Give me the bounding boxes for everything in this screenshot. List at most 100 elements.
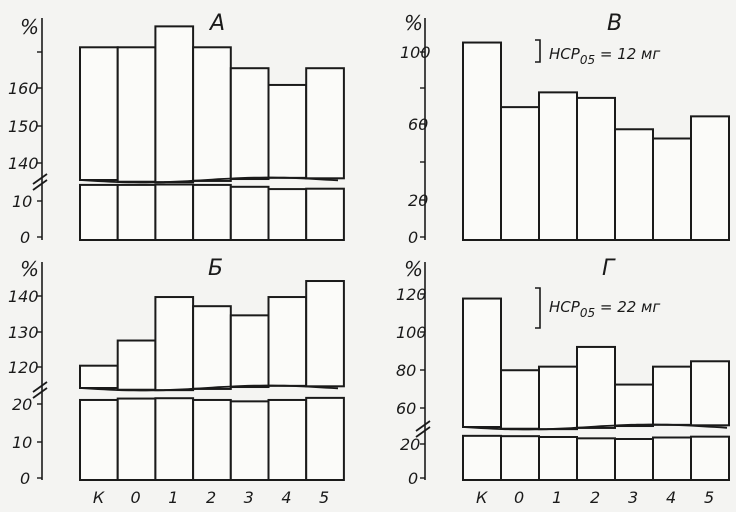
- lsd-annotation: НСР05 = 22 мг: [549, 298, 660, 320]
- bar-lower-segment: [500, 435, 540, 481]
- bar-upper-segment: [652, 365, 692, 426]
- bar: [614, 128, 654, 241]
- lsd-text: НСР: [549, 45, 581, 63]
- y-axis-label: %: [20, 257, 39, 281]
- axis-break-mark: [415, 420, 431, 432]
- bar-upper-segment: [154, 296, 195, 392]
- panel-title: В: [607, 11, 622, 36]
- bar-lower-segment: [538, 436, 578, 481]
- bar-lower-segment: [229, 185, 270, 242]
- bar-upper-segment: [79, 46, 119, 181]
- y-tick-label: 140: [8, 154, 39, 173]
- x-tick-label: 4: [281, 488, 291, 507]
- bar-upper-segment: [192, 305, 232, 390]
- bar-lower-segment: [267, 188, 308, 241]
- axis-break-mark: [415, 426, 431, 438]
- y-tick-label: 20: [12, 395, 32, 414]
- x-tick-label: 2: [206, 488, 216, 507]
- axis-break-mark: [32, 381, 48, 393]
- x-tick-label: 1: [168, 488, 178, 507]
- y-tick-label: 80: [396, 361, 416, 380]
- bar-upper-segment: [192, 46, 232, 182]
- y-tick-label: 0: [20, 469, 30, 488]
- bar: [690, 115, 730, 241]
- bar-upper-segment: [229, 67, 270, 181]
- y-tick-label: 120: [396, 285, 427, 304]
- bar-upper-segment: [79, 364, 119, 390]
- bar-lower-segment: [192, 398, 232, 481]
- bar-upper-segment: [576, 345, 616, 429]
- axis-break-mark: [32, 387, 48, 399]
- y-tick-label: 120: [8, 358, 39, 377]
- bar-lower-segment: [154, 397, 195, 481]
- bar-lower-segment: [614, 438, 654, 481]
- bar: [500, 106, 540, 241]
- bar-lower-segment: [305, 396, 345, 482]
- x-tick-label: 3: [628, 488, 638, 507]
- bar-lower-segment: [192, 183, 232, 241]
- y-tick-label: 0: [408, 469, 418, 488]
- y-tick-label: 0: [20, 228, 30, 247]
- y-tick-label: 60: [396, 399, 416, 418]
- y-tick-label: 20: [400, 435, 420, 454]
- bar-lower-segment: [79, 183, 119, 241]
- bar-upper-segment: [614, 383, 654, 428]
- y-tick-label: 150: [8, 117, 39, 136]
- bar: [462, 41, 502, 241]
- panel-title: А: [208, 11, 225, 36]
- x-tick-label: 1: [552, 488, 562, 507]
- x-tick-label: 5: [704, 488, 714, 507]
- x-tick-label: 0: [514, 488, 524, 507]
- bar-upper-segment: [154, 25, 195, 184]
- y-tick-label: 60: [408, 115, 428, 134]
- y-tick-label: 130: [8, 323, 39, 342]
- y-tick-label: 100: [400, 43, 431, 62]
- bar-lower-segment: [305, 187, 345, 241]
- bar-lower-segment: [116, 183, 157, 241]
- bar-upper-segment: [267, 83, 308, 179]
- bar-upper-segment: [500, 369, 540, 430]
- bar-lower-segment: [462, 434, 502, 482]
- panel-title: Б: [208, 256, 223, 281]
- lsd-text: = 22 мг: [595, 298, 660, 316]
- y-tick-label: 0: [408, 228, 418, 247]
- bar-lower-segment: [154, 183, 195, 242]
- x-tick-label: 5: [319, 488, 329, 507]
- x-tick-label: 2: [590, 488, 600, 507]
- bar-lower-segment: [229, 400, 270, 481]
- bar-lower-segment: [267, 398, 308, 481]
- x-tick-label: К: [476, 488, 488, 507]
- bar-upper-segment: [462, 297, 502, 428]
- x-tick-label: 3: [244, 488, 254, 507]
- y-tick-label: 100: [396, 323, 427, 342]
- lsd-bracket: [535, 287, 541, 329]
- chart-panel-2: 0 20 60 100% В НСР05 = 12 мг: [400, 11, 730, 247]
- lsd-text: НСР: [549, 298, 581, 316]
- axis-break-wave: [79, 384, 339, 392]
- x-tick-label: К: [93, 488, 105, 507]
- lsd-subscript: 05: [580, 306, 595, 320]
- y-axis-label: %: [404, 11, 423, 35]
- x-tick-label: 4: [666, 488, 676, 507]
- bar: [538, 91, 578, 242]
- x-tick-label: 0: [131, 488, 141, 507]
- bar-upper-segment: [229, 314, 270, 389]
- bar-upper-segment: [267, 296, 308, 387]
- bar-upper-segment: [305, 67, 345, 180]
- bar-upper-segment: [116, 46, 157, 183]
- chart-panel-4: 0 20 60 80 100 120% Г НСР05 = 22 мг К 0 1 2 3 4 5: [396, 256, 730, 507]
- bar-lower-segment: [116, 397, 157, 481]
- y-axis-label: %: [20, 15, 39, 39]
- bar-upper-segment: [305, 280, 345, 388]
- bar-upper-segment: [116, 339, 157, 391]
- bar-lower-segment: [690, 435, 730, 481]
- bar-lower-segment: [79, 398, 119, 481]
- bar: [652, 137, 692, 241]
- axis-break-mark: [32, 173, 48, 185]
- chart-panel-1: 0 10 140 150 160% А: [8, 11, 345, 247]
- bar-upper-segment: [690, 360, 730, 427]
- bar-upper-segment: [538, 365, 578, 431]
- y-axis-label: %: [404, 257, 423, 281]
- panel-title: Г: [602, 256, 616, 281]
